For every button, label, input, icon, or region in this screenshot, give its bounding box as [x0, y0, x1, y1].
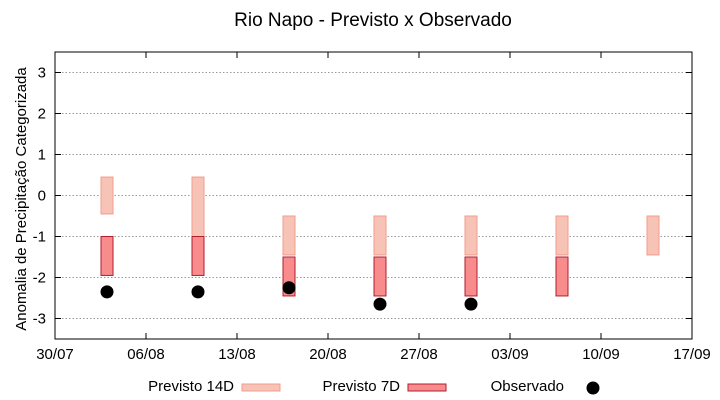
- chart-title: Rio Napo - Previsto x Observado: [234, 10, 512, 31]
- x-tick-label: 03/09: [491, 346, 529, 363]
- observed-point: [464, 297, 478, 311]
- range-bar: [100, 176, 114, 215]
- range-bar: [282, 215, 296, 256]
- range-bar: [373, 256, 387, 297]
- x-tick-label: 20/08: [309, 346, 347, 363]
- x-tick-label: 06/08: [127, 346, 165, 363]
- range-bar: [464, 215, 478, 256]
- range-bar: [191, 176, 205, 238]
- y-tick-label: -1: [33, 229, 46, 246]
- observed-point: [282, 281, 296, 295]
- x-tick-label: 13/08: [218, 346, 256, 363]
- y-tick-label: 2: [38, 106, 46, 123]
- y-tick-label: 3: [38, 65, 46, 82]
- x-axis-ticks: 30/07 06/08 13/08 20/08 27/08 03/09 10/09 17/09: [36, 52, 711, 363]
- series-observado: [100, 281, 478, 311]
- range-bar: [646, 215, 660, 256]
- legend-swatch: [407, 383, 447, 392]
- x-tick-label: 17/09: [673, 346, 711, 363]
- x-tick-label: 10/09: [582, 346, 620, 363]
- range-bar: [100, 236, 114, 276]
- x-tick-label: 27/08: [400, 346, 438, 363]
- legend-label: Previsto 7D: [322, 378, 400, 395]
- y-tick-label: -2: [33, 270, 46, 287]
- range-bar: [555, 256, 569, 297]
- series-previsto-7d: [100, 236, 569, 297]
- legend-label: Observado: [491, 378, 564, 395]
- observed-point: [373, 297, 387, 311]
- y-axis-label: Anomalia de Precipitação Categorizada: [13, 67, 30, 331]
- x-tick-label: 30/07: [36, 346, 74, 363]
- y-tick-label: -3: [33, 311, 46, 328]
- y-tick-label: 0: [38, 188, 46, 205]
- legend-swatch: [586, 381, 600, 395]
- y-tick-label: 1: [38, 147, 46, 164]
- range-bar: [555, 215, 569, 256]
- series-previsto-14d: [100, 176, 660, 256]
- range-bar: [373, 215, 387, 256]
- range-bar: [191, 236, 205, 276]
- observed-point: [100, 285, 114, 299]
- legend: Previsto 14D Previsto 7D Observado: [148, 378, 600, 395]
- y-axis-ticks: 3 2 1 0 -1 -2 -3: [33, 65, 692, 328]
- range-bar: [464, 256, 478, 297]
- observed-point: [191, 285, 205, 299]
- legend-label: Previsto 14D: [148, 378, 234, 395]
- legend-swatch: [241, 383, 281, 392]
